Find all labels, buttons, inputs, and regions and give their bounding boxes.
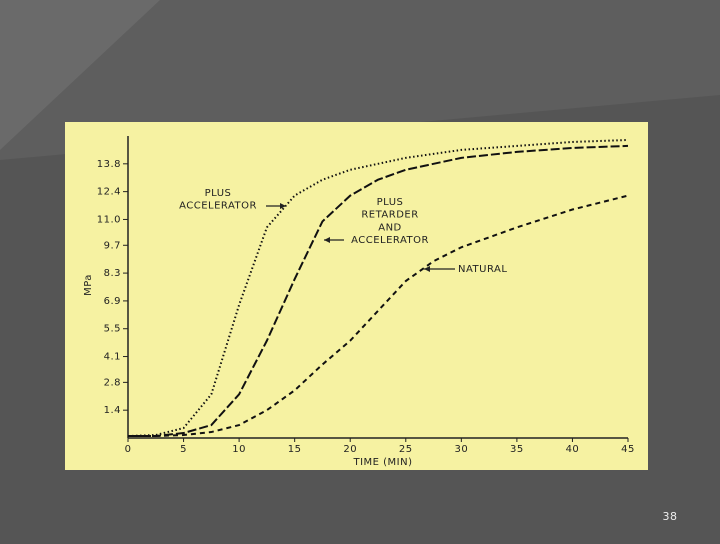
annotation: ACCELERATOR (351, 235, 429, 246)
y-axis-label: MPa (83, 274, 94, 296)
annotation: AND (378, 222, 402, 233)
x-tick-label: 10 (232, 444, 246, 455)
arrow-head (280, 203, 286, 209)
x-tick-label: 0 (125, 444, 132, 455)
x-tick-label: 15 (288, 444, 302, 455)
y-tick-label: 11.0 (97, 214, 121, 225)
y-tick-label: 9.7 (104, 240, 121, 251)
annotation: RETARDER (361, 210, 418, 221)
x-tick-label: 40 (566, 444, 580, 455)
y-tick-label: 12.4 (97, 187, 121, 198)
x-axis-label: TIME (MIN) (352, 457, 412, 468)
series-line (127, 138, 629, 438)
annotation: NATURAL (458, 264, 507, 275)
y-tick-label: 13.8 (97, 159, 121, 170)
x-tick-label: 30 (454, 444, 468, 455)
y-tick-label: 8.3 (104, 268, 121, 279)
y-tick-label: 1.4 (104, 405, 121, 416)
x-tick-label: 5 (180, 444, 187, 455)
y-tick-label: 6.9 (104, 296, 121, 307)
y-tick-label: 4.1 (104, 352, 121, 363)
x-tick-label: 20 (343, 444, 357, 455)
y-tick-label: 2.8 (104, 377, 121, 388)
backdrop-corner (0, 0, 160, 150)
annotation: PLUS (205, 188, 232, 199)
slide-number: 38 (663, 510, 678, 523)
y-tick-label: 5.5 (104, 324, 121, 335)
x-tick-label: 45 (621, 444, 635, 455)
x-tick-label: 35 (510, 444, 524, 455)
backdrop (0, 0, 720, 160)
annotation: ACCELERATOR (179, 201, 257, 212)
series-line (128, 144, 629, 438)
arrow-head (424, 266, 430, 272)
arrow-head (324, 237, 330, 243)
series-line (128, 194, 629, 438)
x-tick-label: 25 (399, 444, 413, 455)
annotation: PLUS (377, 197, 404, 208)
chart: MPa TIME (MIN) 1.4 2.8 4.1 5.5 6.9 8.3 9.7 11.0… (83, 136, 635, 468)
chart-panel (65, 122, 648, 470)
